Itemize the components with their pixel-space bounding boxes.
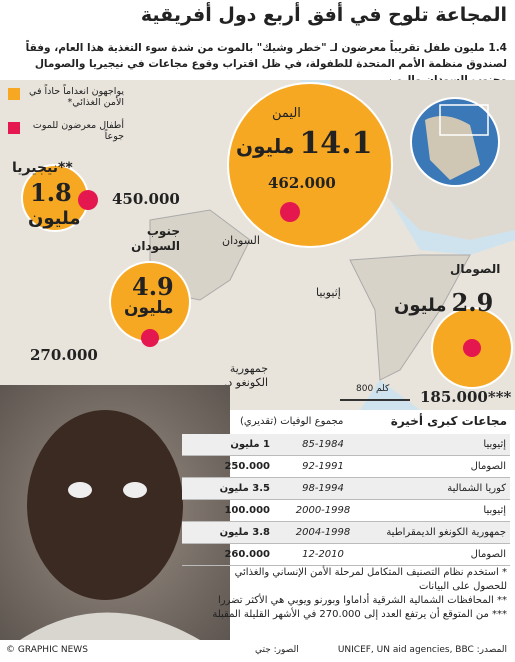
yemen-children: 462.000 bbox=[268, 174, 336, 192]
value: 2.9 bbox=[451, 288, 494, 317]
table: إثيوبيا 85-1984 1 مليون الصومال 92-1991 250.0… bbox=[182, 434, 510, 566]
years: 12-2010 bbox=[274, 543, 372, 566]
table-row: إثيوبيا 2000-1998 100.000 bbox=[182, 499, 510, 522]
somalia-name: الصومال bbox=[450, 262, 501, 276]
deaths: 250.000 bbox=[182, 455, 274, 478]
deaths: 260.000 bbox=[182, 543, 274, 566]
country: الصومال bbox=[372, 543, 510, 566]
country: الصومال bbox=[372, 455, 510, 478]
table-row: إثيوبيا 85-1984 1 مليون bbox=[182, 434, 510, 456]
yemen-bubble bbox=[227, 82, 393, 248]
deaths: 3.8 مليون bbox=[182, 521, 274, 544]
country: إثيوبيا bbox=[372, 499, 510, 522]
legend-label: يواجهون انعداماً حاداً في الأمن الغذائي* bbox=[29, 86, 124, 108]
source: المصدر: UNICEF, UN aid agencies, BBC bbox=[337, 645, 507, 655]
note: *** من المتوقع أن يرتفع العدد إلى 270.00… bbox=[212, 609, 507, 620]
south-sudan-unit: مليون bbox=[124, 298, 174, 318]
table-row: جمهورية الكونغو الديمقراطية 2004-1998 3.8 … bbox=[182, 521, 510, 544]
eye bbox=[123, 482, 147, 498]
south-sudan-name: جنوب السودان bbox=[131, 224, 180, 253]
table-row: الصومال 92-1991 250.000 bbox=[182, 455, 510, 478]
south-sudan-children-dot bbox=[141, 329, 159, 347]
deaths: 100.000 bbox=[182, 499, 274, 522]
deaths: 3.5 مليون bbox=[182, 477, 274, 500]
years: 92-1991 bbox=[274, 455, 372, 478]
somalia-total: 2.9 مليون bbox=[394, 288, 493, 317]
sudan-label: السودان bbox=[222, 234, 260, 247]
unit: مليون bbox=[394, 295, 447, 316]
note: ** المحافظات الشمالية الشرقية أداماوا وب… bbox=[217, 595, 507, 606]
eye bbox=[68, 482, 92, 498]
nigeria-unit: مليون bbox=[28, 208, 81, 229]
yemen-name: اليمن bbox=[272, 106, 301, 121]
years: 2000-1998 bbox=[274, 499, 372, 522]
scale-label: 800 كلم bbox=[356, 384, 390, 394]
south-sudan-children: 270.000 bbox=[30, 346, 98, 364]
credit: © GRAPHIC NEWS bbox=[6, 645, 88, 655]
deaths: 1 مليون bbox=[182, 434, 274, 456]
title: المجاعة تلوح في أفق أربع دول أفريقية bbox=[140, 4, 507, 26]
somalia-shape bbox=[349, 254, 471, 381]
somalia-children-dot bbox=[463, 339, 481, 357]
legend-label: أطفال معرضون للموت جوعاً bbox=[32, 120, 124, 142]
years: 2004-1998 bbox=[274, 521, 372, 544]
table-row: الصومال 12-2010 260.000 bbox=[182, 543, 510, 566]
somalia-children: 185.000*** bbox=[420, 388, 512, 406]
country: كوريا الشمالية bbox=[372, 477, 510, 500]
country: إثيوبيا bbox=[372, 434, 510, 456]
south-sudan-total: 4.9 bbox=[132, 272, 174, 301]
yemen-total: 14.1 مليون bbox=[236, 126, 373, 161]
table-row: كوريا الشمالية 98-1994 3.5 مليون bbox=[182, 477, 510, 500]
nigeria-children-dot bbox=[78, 190, 98, 210]
unit: مليون bbox=[236, 134, 295, 158]
drc-label: جمهورية الكونغو د. bbox=[223, 362, 268, 389]
ethiopia-label: إثيوبيا bbox=[316, 286, 341, 299]
globe-frame bbox=[439, 104, 489, 136]
notes: * استخدم نظام التصنيف المتكامل لمرحلة ال… bbox=[207, 566, 507, 622]
years: 85-1984 bbox=[274, 434, 372, 456]
face bbox=[27, 410, 183, 600]
table-title: مجاعات كبرى أخيرة bbox=[390, 414, 507, 428]
map bbox=[0, 80, 515, 410]
yemen-children-dot bbox=[280, 202, 300, 222]
nigeria-total: 1.8 bbox=[30, 178, 72, 207]
country: جمهورية الكونغو الديمقراطية bbox=[372, 521, 510, 544]
note: * استخدم نظام التصنيف المتكامل لمرحلة ال… bbox=[234, 567, 507, 592]
table-header: مجموع الوفيات (تقديري) bbox=[240, 416, 344, 427]
legend-swatch bbox=[8, 122, 20, 134]
nigeria-name: نيجيريا** bbox=[12, 160, 73, 176]
nigeria-children: 450.000 bbox=[112, 190, 180, 208]
shirt bbox=[20, 612, 200, 640]
legend-swatch bbox=[8, 88, 20, 100]
value: 14.1 bbox=[299, 126, 373, 161]
globe-land bbox=[425, 116, 480, 180]
photo-credit: الصور: جتي bbox=[255, 645, 299, 655]
years: 98-1994 bbox=[274, 477, 372, 500]
